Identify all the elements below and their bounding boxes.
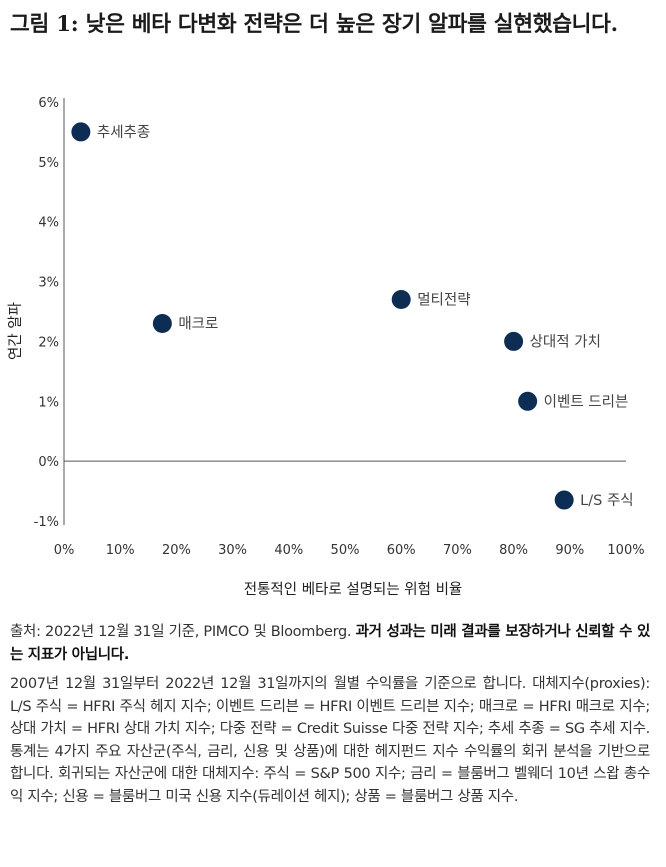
x-tick-label: 70%: [443, 543, 472, 558]
x-tick-label: 10%: [106, 543, 135, 558]
source-note: 출처: 2022년 12월 31일 기준, PIMCO 및 Bloomberg.…: [10, 621, 650, 666]
methodology-note: 2007년 12월 31일부터 2022년 12월 31일까지의 월별 수익률을…: [10, 676, 650, 805]
x-tick-label: 80%: [499, 543, 528, 558]
y-tick-label: 0%: [38, 455, 59, 470]
x-tick-label: 90%: [555, 543, 584, 558]
x-tick-labels: 0% 10% 20% 30% 40% 50% 60% 70% 80% 90% 100%: [54, 543, 645, 558]
y-tick-label: 3%: [38, 276, 59, 291]
y-tick-label: 2%: [38, 335, 59, 350]
data-point-label: 상대적 가치: [530, 333, 601, 350]
data-point-marker: [71, 122, 91, 142]
scatter-chart: -1% 0% 1% 2% 3% 4% 5% 6% 0% 10% 20% 30% 40% 50% 60% 70…: [7, 96, 645, 598]
data-point-label: 추세추종: [97, 124, 150, 141]
x-tick-label: 50%: [331, 543, 360, 558]
x-tick-label: 0%: [54, 543, 75, 558]
data-point-marker: [152, 313, 172, 333]
data-point-label: 매크로: [178, 315, 218, 332]
y-axis-title: 연간 알파: [7, 302, 24, 360]
y-tick-label: -1%: [34, 515, 59, 530]
data-point-label: L/S 주식: [580, 492, 633, 509]
data-point-marker: [518, 391, 538, 411]
x-tick-label: 20%: [162, 543, 191, 558]
data-point-label: 멀티전략: [417, 292, 470, 309]
x-tick-label: 30%: [218, 543, 247, 558]
y-tick-label: 1%: [38, 395, 59, 410]
y-tick-label: 5%: [38, 156, 59, 171]
figure-title: 그림 1: 낮은 베타 다변화 전략은 더 높은 장기 알파를 실현했습니다.: [10, 12, 618, 37]
x-tick-label: 40%: [274, 543, 303, 558]
y-tick-label: 4%: [38, 216, 59, 231]
data-point-label: 이벤트 드리븐: [544, 393, 629, 410]
x-axis-title: 전통적인 베타로 설명되는 위험 비율: [244, 581, 463, 598]
chart-axes: [63, 98, 626, 525]
x-tick-label: 60%: [387, 543, 416, 558]
disclaimer-text: 과거 성과는 미래 결과를 보장하거나 신뢰할 수 있는 지표가 아닙니다.: [10, 624, 651, 663]
data-point-marker: [554, 490, 574, 510]
data-point-marker: [391, 290, 411, 310]
data-point-marker: [504, 331, 524, 351]
y-tick-label: 6%: [38, 96, 59, 111]
y-tick-labels: -1% 0% 1% 2% 3% 4% 5% 6%: [34, 96, 59, 530]
x-tick-label: 100%: [607, 543, 644, 558]
source-text: 출처: 2022년 12월 31일 기준, PIMCO 및 Bloomberg.: [10, 624, 352, 640]
